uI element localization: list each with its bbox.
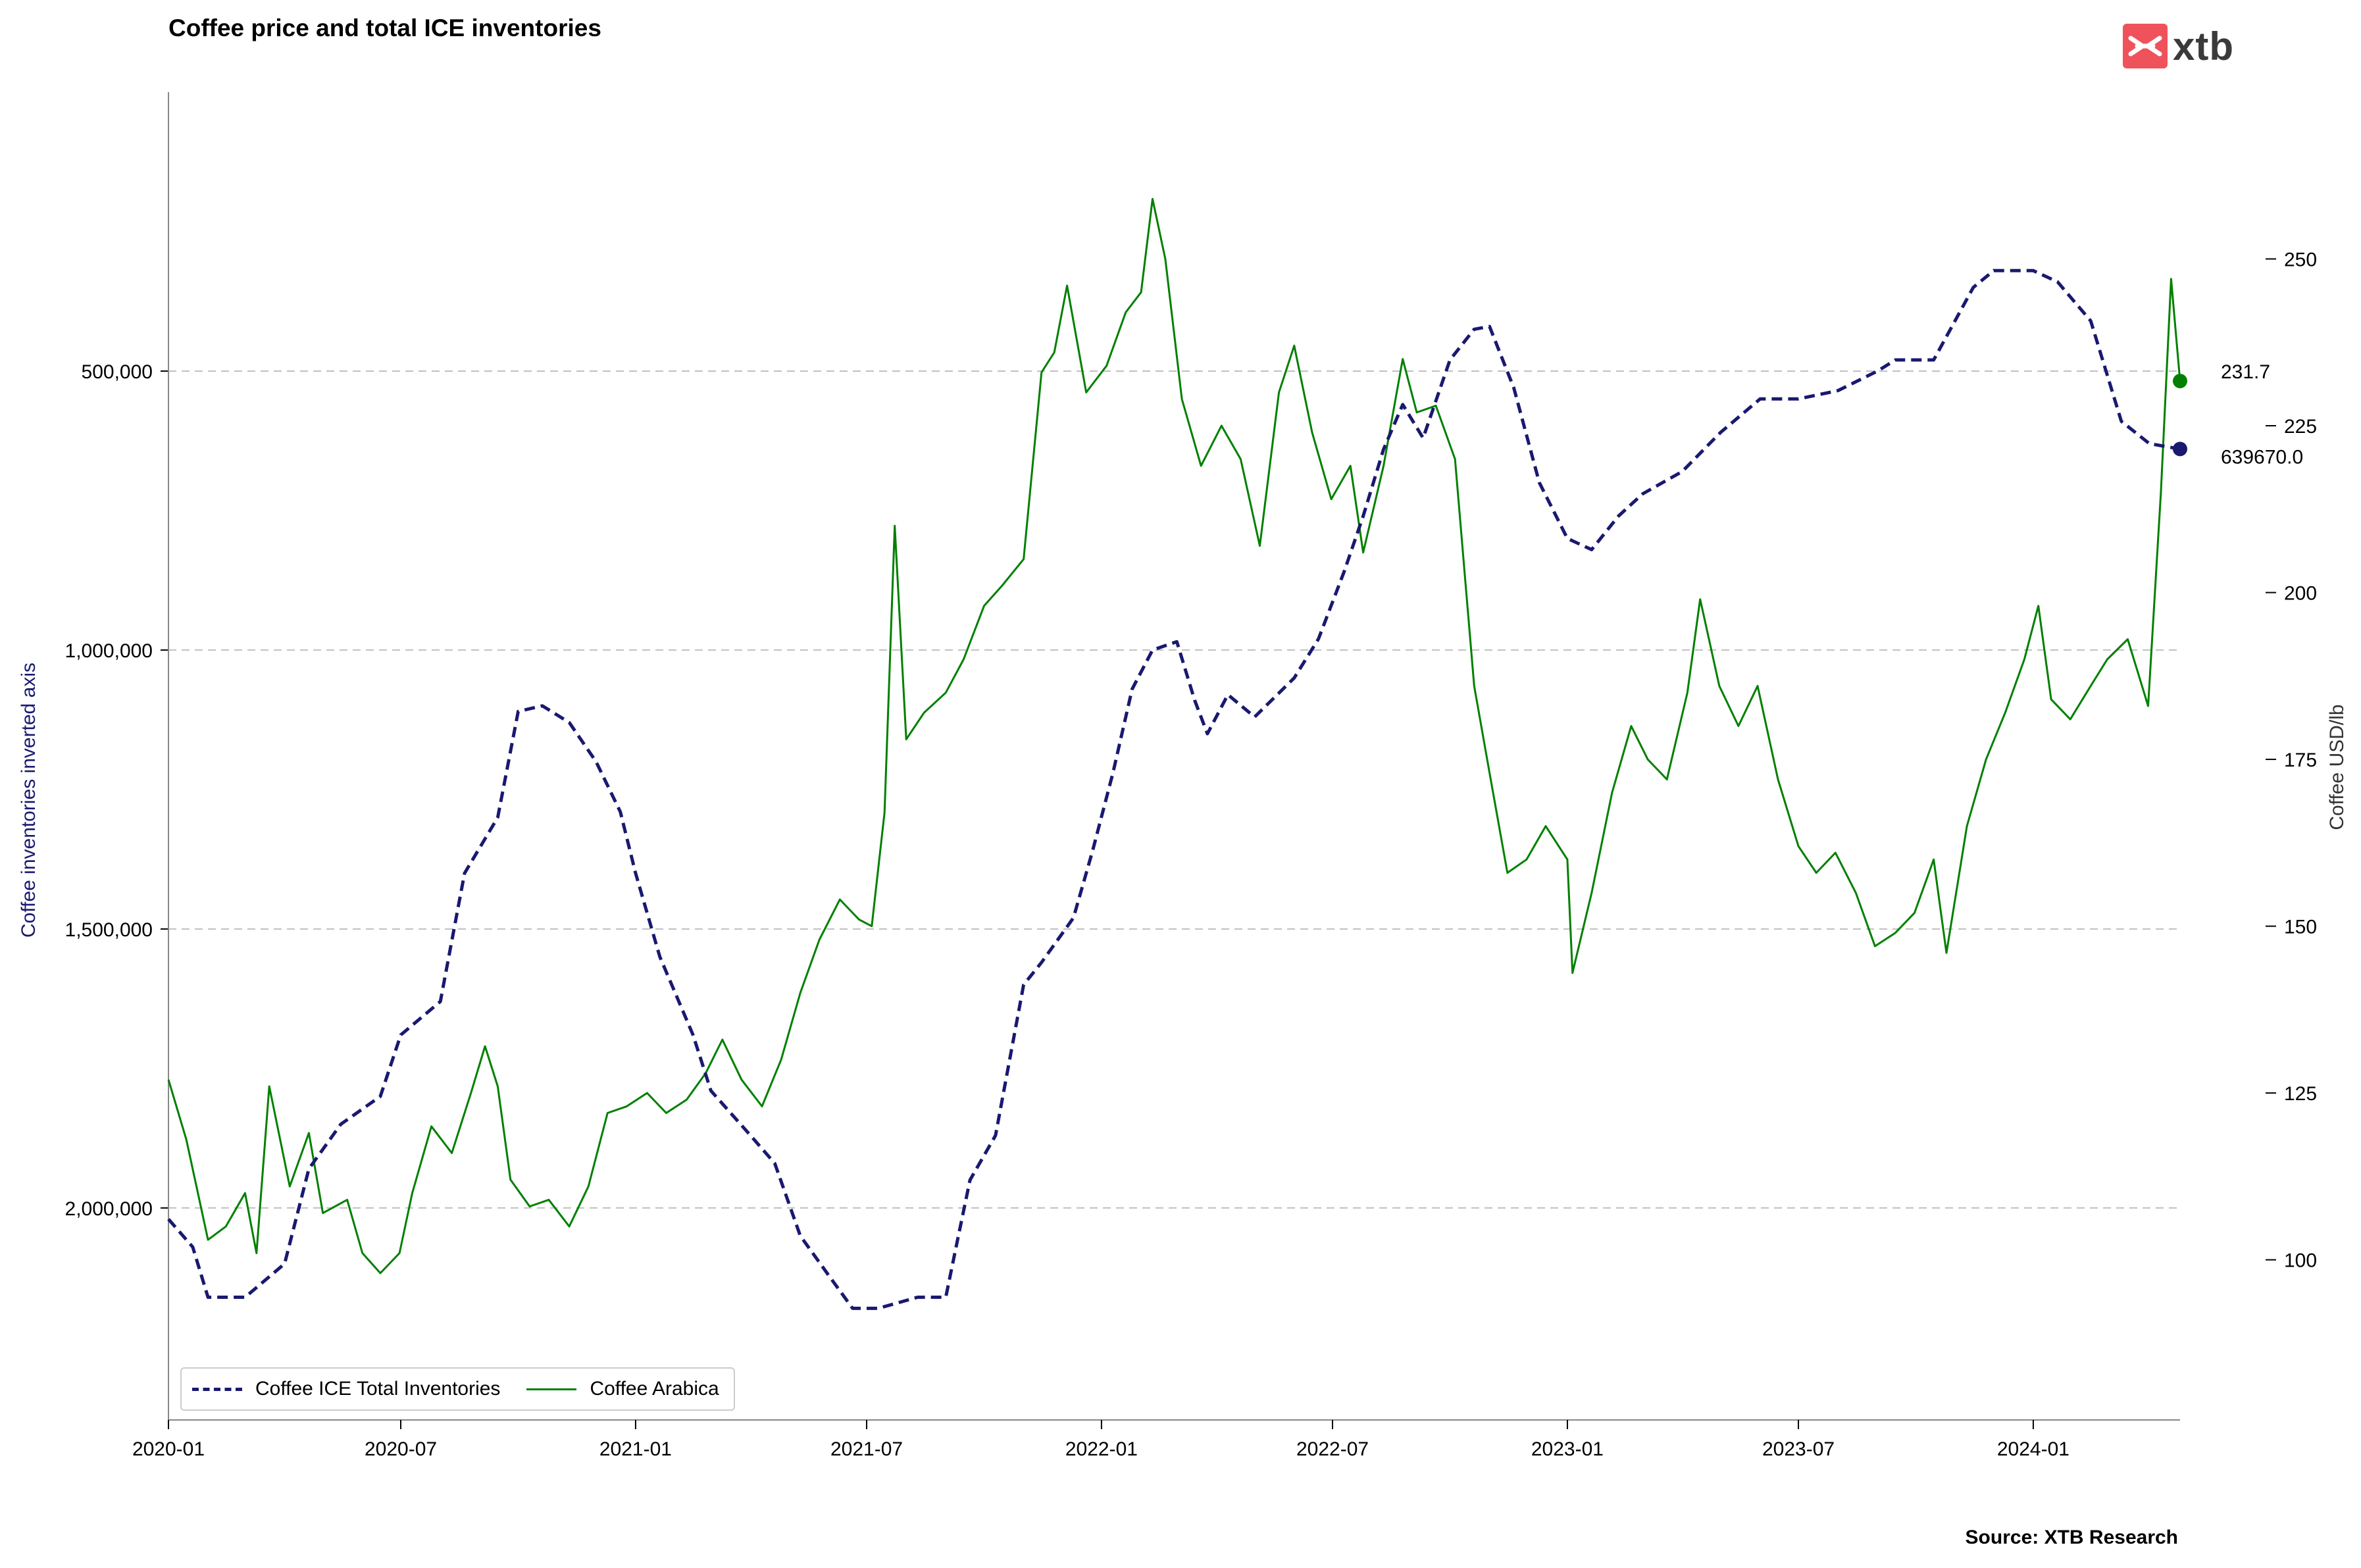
left-tick-label: 1,000,000: [65, 640, 153, 662]
xtb-logo-icon: [2123, 24, 2168, 68]
axis-layer: 500,000 1,000,000 1,500,000 2,000,000 100 125…: [65, 92, 2317, 1460]
x-tick-label: 2023-07: [1762, 1438, 1835, 1460]
legend-label-inventories: Coffee ICE Total Inventories: [255, 1378, 501, 1400]
x-tick-label: 2024-01: [1997, 1438, 2069, 1460]
series-line-inventories: [167, 268, 2181, 1310]
left-tick-label: 500,000: [82, 361, 153, 383]
marker-layer: 231.7 639670.0: [2173, 361, 2303, 468]
right-tick-label: 200: [2284, 583, 2317, 605]
source-note: Source: XTB Research: [1965, 1527, 2178, 1548]
left-axis-label: Coffee inventories inverted axis: [18, 662, 39, 938]
legend-swatch-inventories: [192, 1387, 242, 1391]
left-tick-label: 1,500,000: [65, 919, 153, 941]
chart-legend: Coffee ICE Total Inventories Coffee Arab…: [180, 1367, 735, 1411]
right-tick-label: 150: [2284, 917, 2317, 938]
x-tick-label: 2022-07: [1296, 1438, 1369, 1460]
x-tick-label: 2023-01: [1531, 1438, 1604, 1460]
left-tick-label: 2,000,000: [65, 1198, 153, 1220]
legend-item-inventories[interactable]: Coffee ICE Total Inventories: [192, 1378, 500, 1400]
end-marker-arabica: [2173, 374, 2187, 389]
right-axis-label: Coffee USD/lb: [2326, 704, 2348, 830]
right-tick-label: 100: [2284, 1250, 2317, 1272]
grid-layer: [168, 370, 2180, 1209]
series-layer: [167, 197, 2181, 1310]
end-label-arabica: 231.7: [2221, 361, 2270, 383]
xtb-logo-text: xtb: [2173, 24, 2234, 68]
chart-title: Coffee price and total ICE inventories: [168, 14, 601, 41]
right-tick-label: 175: [2284, 749, 2317, 771]
right-tick-label: 250: [2284, 249, 2317, 271]
x-tick-label: 2021-01: [599, 1438, 672, 1460]
end-label-inventories: 639670.0: [2221, 446, 2303, 468]
legend-item-arabica[interactable]: Coffee Arabica: [526, 1378, 719, 1400]
legend-swatch-arabica: [526, 1388, 577, 1390]
series-line-arabica: [167, 197, 2181, 1275]
right-tick-label: 225: [2284, 416, 2317, 438]
x-tick-label: 2020-07: [365, 1438, 437, 1460]
legend-label-arabica: Coffee Arabica: [590, 1378, 719, 1400]
right-tick-label: 125: [2284, 1083, 2317, 1105]
xtb-logo: xtb: [2123, 24, 2234, 68]
x-tick-label: 2020-01: [132, 1438, 205, 1460]
x-tick-label: 2022-01: [1065, 1438, 1138, 1460]
x-tick-label: 2021-07: [830, 1438, 903, 1460]
end-marker-inventories: [2173, 442, 2187, 457]
